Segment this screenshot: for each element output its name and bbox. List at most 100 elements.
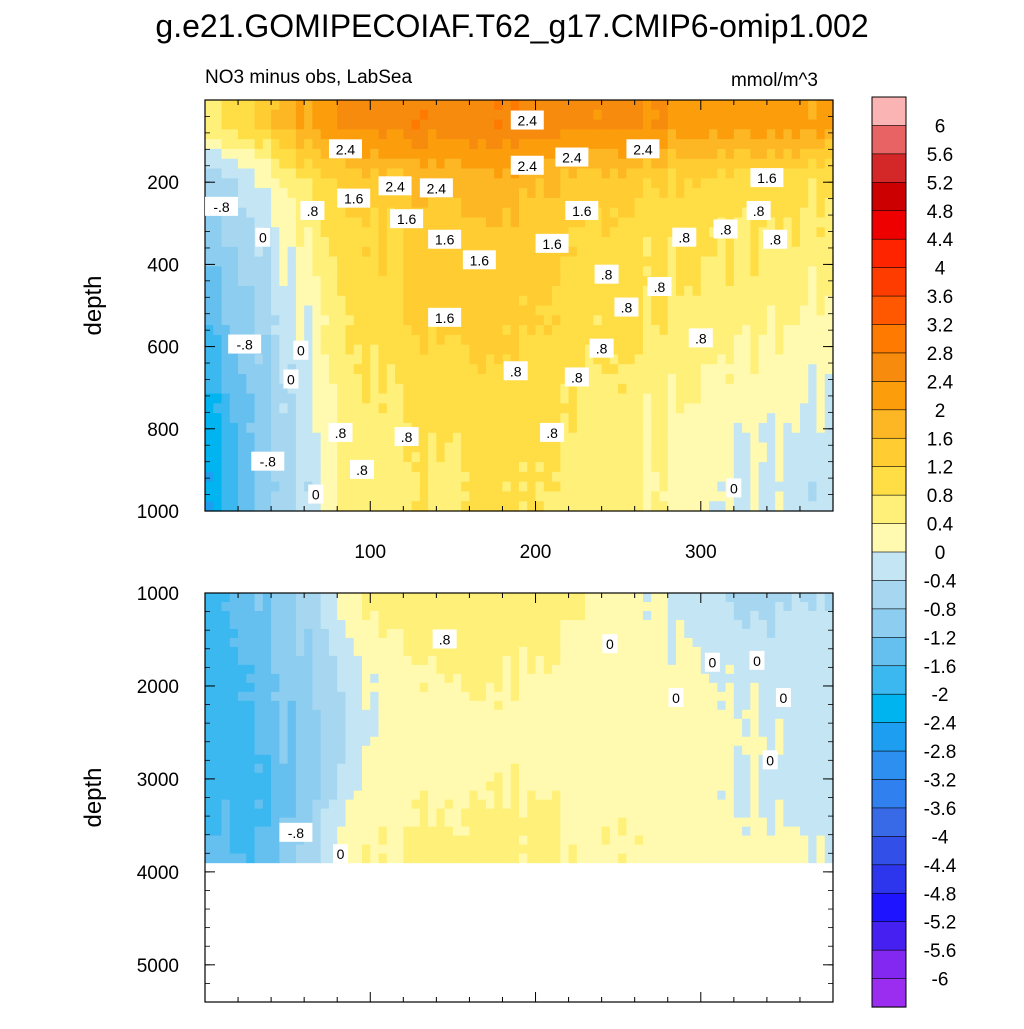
heatmap-cell: [502, 692, 511, 702]
heatmap-cell: [643, 629, 652, 639]
heatmap-cell: [420, 335, 429, 345]
heatmap-cell: [370, 827, 379, 837]
heatmap-cell: [296, 482, 305, 492]
heatmap-cell: [230, 413, 239, 423]
heatmap-cell: [379, 413, 388, 423]
heatmap-cell: [412, 169, 421, 179]
heatmap-cell: [312, 647, 321, 657]
heatmap-cell: [701, 423, 710, 433]
heatmap-cell: [668, 110, 677, 120]
heatmap-cell: [412, 227, 421, 237]
heatmap-cell: [618, 335, 627, 345]
heatmap-cell: [345, 394, 354, 404]
heatmap-cell: [362, 208, 371, 218]
heatmap-cell: [701, 482, 710, 492]
heatmap-cell: [527, 237, 536, 247]
heatmap-cell: [461, 611, 470, 621]
heatmap-cell: [436, 809, 445, 819]
heatmap-cell: [602, 665, 611, 675]
heatmap-cell: [659, 364, 668, 374]
heatmap-cell: [701, 266, 710, 276]
heatmap-cell: [304, 665, 313, 675]
heatmap-cell: [792, 208, 801, 218]
heatmap-cell: [816, 110, 825, 120]
heatmap-cell: [213, 139, 222, 149]
heatmap-cell: [453, 384, 462, 394]
heatmap-cell: [329, 665, 338, 675]
heatmap-cell: [271, 647, 280, 657]
heatmap-cell: [552, 620, 561, 630]
heatmap-cell: [618, 674, 627, 684]
heatmap-cell: [255, 854, 264, 864]
heatmap-cell: [486, 665, 495, 675]
heatmap-cell: [792, 120, 801, 130]
heatmap-cell: [726, 188, 735, 198]
heatmap-cell: [618, 129, 627, 139]
heatmap-cell: [263, 276, 272, 286]
heatmap-cell: [651, 773, 660, 783]
heatmap-cell: [626, 266, 635, 276]
heatmap-cell: [412, 782, 421, 792]
heatmap-cell: [676, 452, 685, 462]
heatmap-cell: [263, 296, 272, 306]
heatmap-cell: [726, 306, 735, 316]
heatmap-cell: [659, 602, 668, 612]
heatmap-cell: [238, 266, 247, 276]
heatmap-cell: [461, 120, 470, 130]
heatmap-cell: [345, 374, 354, 384]
heatmap-cell: [263, 827, 272, 837]
heatmap-cell: [560, 110, 569, 120]
heatmap-cell: [238, 413, 247, 423]
heatmap-cell: [651, 306, 660, 316]
heatmap-cell: [263, 683, 272, 693]
heatmap-cell: [222, 247, 231, 257]
heatmap-cell: [602, 306, 611, 316]
heatmap-cell: [345, 719, 354, 729]
heatmap-cell: [321, 296, 330, 306]
heatmap-cell: [279, 169, 288, 179]
heatmap-cell: [643, 403, 652, 413]
heatmap-cell: [825, 159, 834, 169]
heatmap-cell: [742, 413, 751, 423]
heatmap-cell: [693, 403, 702, 413]
heatmap-cell: [750, 315, 759, 325]
heatmap-cell: [684, 491, 693, 501]
heatmap-cell: [734, 443, 743, 453]
heatmap-cell: [296, 501, 305, 511]
heatmap-cell: [412, 854, 421, 864]
heatmap-cell: [676, 394, 685, 404]
heatmap-cell: [395, 482, 404, 492]
heatmap-cell: [230, 491, 239, 501]
heatmap-cell: [345, 800, 354, 810]
heatmap-cell: [602, 217, 611, 227]
heatmap-cell: [502, 501, 511, 511]
heatmap-cell: [354, 656, 363, 666]
heatmap-cell: [478, 149, 487, 159]
heatmap-cell: [643, 345, 652, 355]
heatmap-cell: [461, 296, 470, 306]
heatmap-cell: [379, 701, 388, 711]
heatmap-cell: [585, 462, 594, 472]
heatmap-cell: [255, 737, 264, 747]
heatmap-cell: [635, 746, 644, 756]
heatmap-cell: [552, 755, 561, 765]
heatmap-cell: [312, 120, 321, 130]
heatmap-cell: [329, 217, 338, 227]
heatmap-cell: [709, 120, 718, 130]
heatmap-cell: [511, 413, 520, 423]
heatmap-cell: [288, 188, 297, 198]
heatmap-cell: [337, 178, 346, 188]
heatmap-cell: [552, 452, 561, 462]
heatmap-cell: [370, 491, 379, 501]
heatmap-cell: [569, 501, 578, 511]
heatmap-cell: [569, 800, 578, 810]
heatmap-cell: [395, 462, 404, 472]
heatmap-cell: [593, 674, 602, 684]
heatmap-cell: [511, 674, 520, 684]
heatmap-cell: [271, 773, 280, 783]
heatmap-cell: [469, 665, 478, 675]
heatmap-cell: [370, 335, 379, 345]
contour-label: .8: [614, 298, 638, 317]
heatmap-cell: [519, 335, 528, 345]
heatmap-cell: [312, 472, 321, 482]
